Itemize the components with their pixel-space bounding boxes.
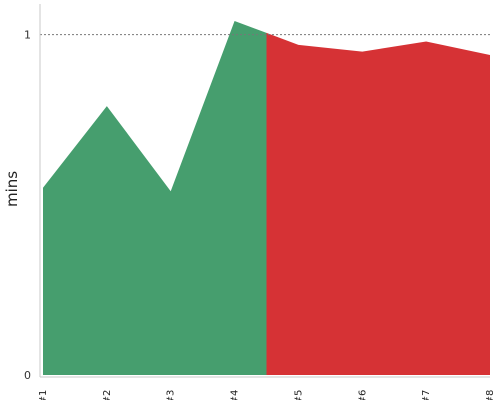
axes-layer <box>39 4 490 378</box>
x-tick-label-3: #3 <box>166 390 177 400</box>
x-tick-label-8: #8 <box>485 390 496 400</box>
ticks-layer: 0 1 #1 #2 #3 #4 #5 #6 #7 #8 <box>24 29 496 400</box>
y-tick-label-1: 1 <box>24 29 31 42</box>
x-tick-label-4: #4 <box>230 390 241 400</box>
x-tick-label-5: #5 <box>293 390 304 400</box>
x-tick-label-6: #6 <box>357 390 368 400</box>
x-tick-label-1: #1 <box>38 390 49 400</box>
areas-layer <box>43 21 490 376</box>
y-tick-label-0: 0 <box>24 369 31 382</box>
area-segment-after-split <box>266 32 490 376</box>
y-axis-title: mins <box>3 171 21 207</box>
x-tick-label-2: #2 <box>102 390 113 400</box>
area-segment-before-split <box>43 21 267 376</box>
x-tick-label-7: #7 <box>421 390 432 400</box>
